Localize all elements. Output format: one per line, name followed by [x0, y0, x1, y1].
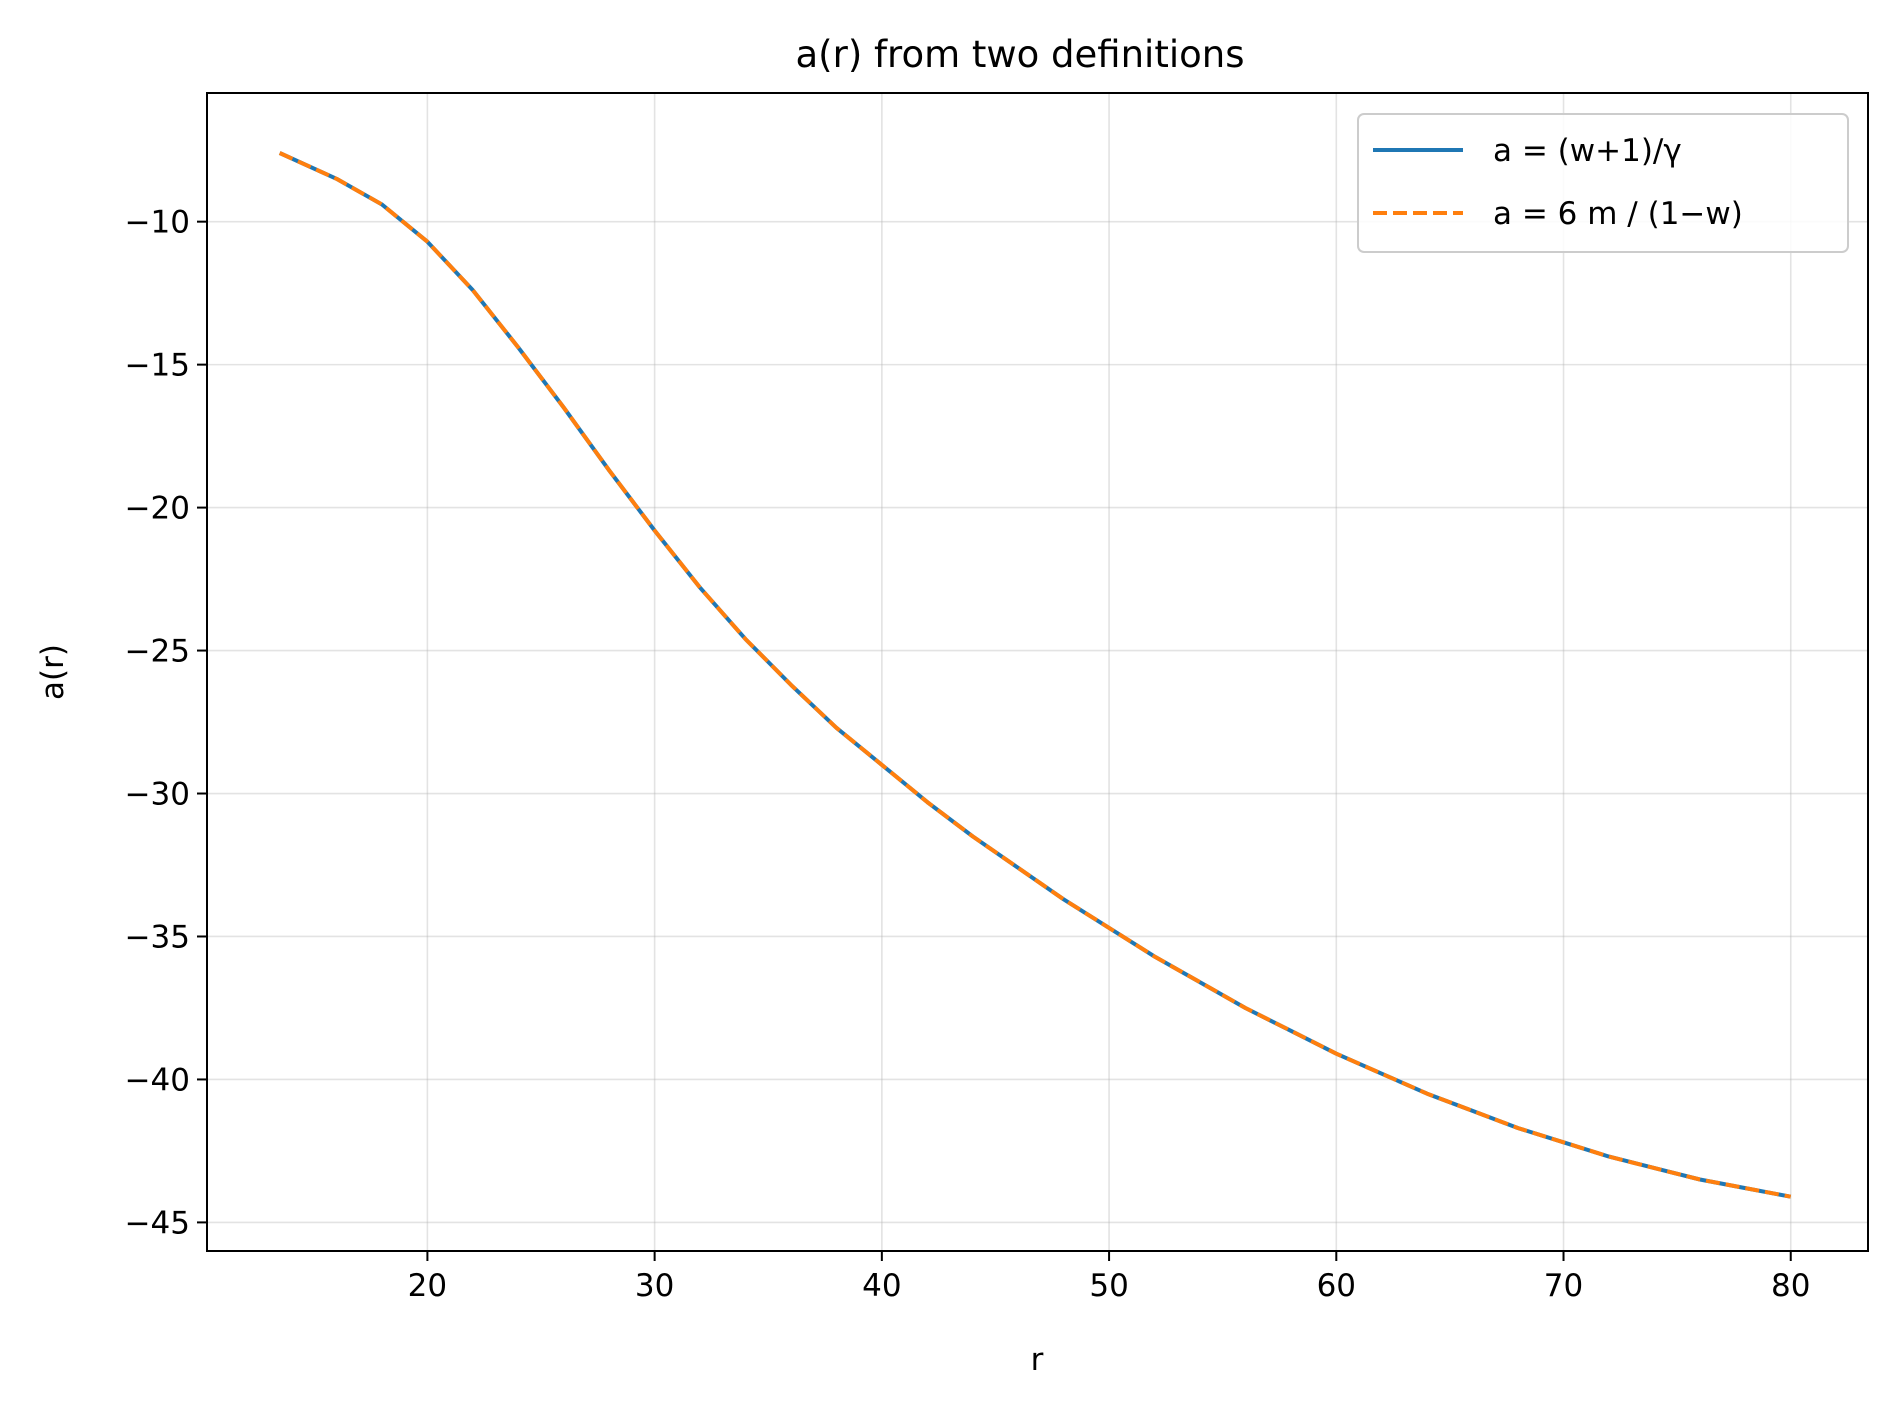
x-tick-label: 70 — [1544, 1268, 1583, 1304]
y-tick-label: −10 — [125, 205, 190, 241]
axis-ticks: 20 30 40 50 60 70 80 −10 −15 −20 −25 −30 −35 −40 −45 — [125, 205, 1811, 1304]
grid — [207, 93, 1868, 1251]
y-tick-label: −30 — [125, 777, 190, 813]
chart-title: a(r) from two definitions — [796, 33, 1245, 76]
y-tick-label: −45 — [125, 1205, 190, 1241]
x-tick-label: 20 — [408, 1268, 447, 1304]
x-tick-label: 40 — [862, 1268, 901, 1304]
x-tick-label: 50 — [1089, 1268, 1128, 1304]
y-axis-label: a(r) — [35, 644, 71, 700]
series-line-2 — [278, 151, 1792, 1199]
y-tick-label: −20 — [125, 491, 190, 527]
legend-box — [1357, 113, 1849, 253]
y-tick-label: −35 — [125, 919, 190, 955]
series-lines — [278, 151, 1792, 1199]
x-tick-label: 60 — [1317, 1268, 1356, 1304]
x-tick-label: 80 — [1771, 1268, 1810, 1304]
x-tick-label: 30 — [635, 1268, 674, 1304]
y-tick-label: −15 — [125, 348, 190, 384]
y-tick-label: −40 — [125, 1062, 190, 1098]
plot-area-frame — [206, 92, 1869, 1252]
y-tick-label: −25 — [125, 634, 190, 670]
legend: a = (w+1)/γ a = 6 m / (1−w) — [1357, 113, 1849, 253]
legend-label-1: a = (w+1)/γ — [1493, 133, 1682, 169]
x-axis-label: r — [1031, 1342, 1044, 1378]
legend-label-2: a = 6 m / (1−w) — [1493, 196, 1743, 232]
